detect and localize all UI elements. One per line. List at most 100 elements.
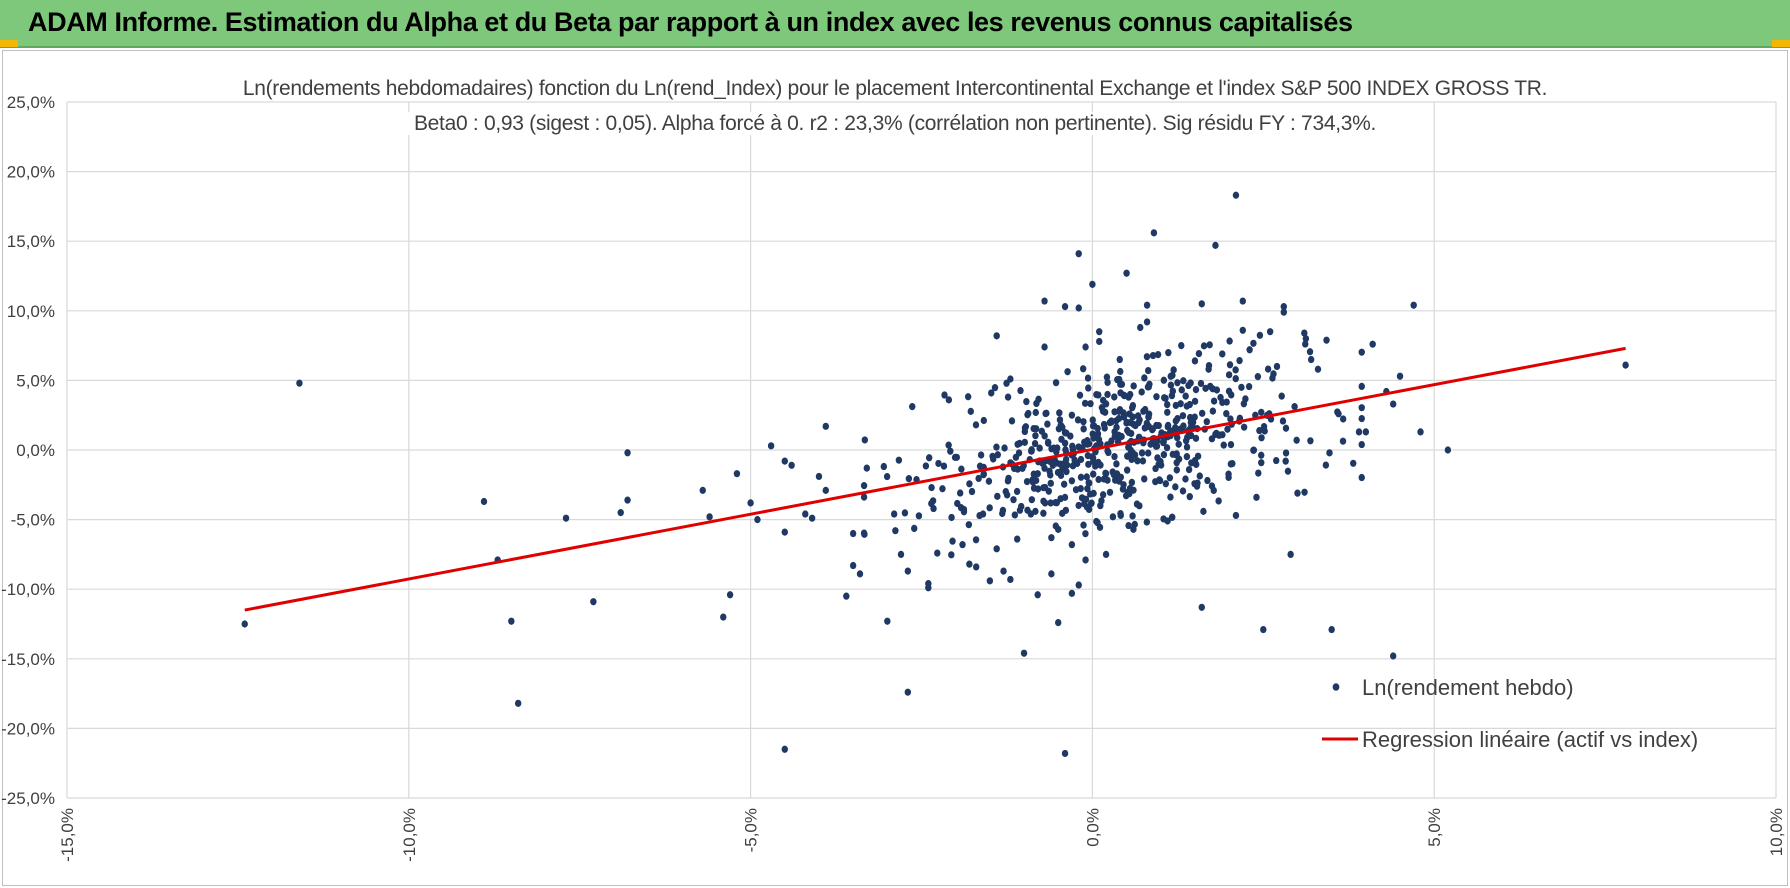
scatter-point — [1172, 483, 1179, 491]
scatter-point — [1075, 443, 1082, 451]
scatter-point — [1226, 361, 1234, 369]
scatter-point — [1016, 506, 1024, 514]
scatter-point — [1040, 509, 1047, 517]
scatter-point — [965, 521, 973, 529]
scatter-point — [1169, 387, 1177, 395]
scatter-point — [1035, 395, 1042, 403]
scatter-point — [1014, 535, 1021, 543]
chart-title: Ln(rendements hebdomadaires) fonction du… — [232, 77, 1558, 100]
scatter-point — [1154, 351, 1162, 359]
scatter-point — [1358, 473, 1365, 482]
scatter-point — [1123, 269, 1130, 277]
scatter-point — [1086, 490, 1094, 498]
scatter-point — [1085, 460, 1092, 468]
scatter-point — [1095, 475, 1102, 484]
scatter-point — [1198, 300, 1205, 308]
scatter-point — [1075, 501, 1082, 510]
scatter-point — [1183, 453, 1191, 461]
scatter-point — [994, 492, 1001, 500]
scatter-point — [977, 451, 985, 459]
scatter-point — [1116, 355, 1123, 364]
scatter-point — [1232, 375, 1239, 383]
y-tick-label: 20,0% — [7, 163, 55, 182]
scatter-point — [1096, 337, 1103, 346]
scatter-point — [1041, 464, 1048, 472]
scatter-point — [1117, 367, 1124, 376]
y-tick-label: 25,0% — [7, 93, 55, 112]
scatter-point — [1250, 446, 1257, 454]
scatter-point — [1055, 425, 1063, 433]
scatter-point — [1057, 471, 1065, 480]
y-tick-label: -25,0% — [1, 789, 55, 808]
scatter-point — [1041, 432, 1048, 440]
scatter-point — [1150, 229, 1158, 237]
scatter-point — [1323, 336, 1330, 344]
scatter-point — [1410, 301, 1417, 309]
scatter-point — [999, 506, 1007, 514]
scatter-point — [1204, 476, 1211, 485]
scatter-point — [1113, 423, 1120, 431]
scatter-point — [1023, 397, 1030, 406]
scatter-point — [1178, 342, 1185, 350]
scatter-point — [1080, 418, 1087, 426]
scatter-point — [1017, 386, 1024, 395]
scatter-point — [1048, 570, 1055, 578]
scatter-point — [1389, 400, 1397, 408]
scatter-point — [808, 514, 816, 522]
scatter-point — [1257, 451, 1265, 459]
y-tick-label: -10,0% — [1, 580, 55, 599]
scatter-point — [1239, 326, 1246, 334]
scatter-point — [1100, 420, 1108, 429]
scatter-point — [1219, 350, 1226, 358]
scatter-point — [1130, 486, 1137, 494]
scatter-point — [960, 508, 968, 516]
scatter-point — [994, 451, 1001, 459]
scatter-point — [1099, 491, 1107, 499]
scatter-point — [1168, 513, 1176, 521]
scatter-point — [1280, 303, 1288, 311]
scatter-point — [624, 449, 631, 457]
scatter-point — [1191, 357, 1199, 365]
scatter-point — [1200, 342, 1208, 350]
scatter-point — [1106, 488, 1114, 496]
scatter-point — [1025, 409, 1032, 418]
scatter-point — [1097, 502, 1104, 510]
scatter-point — [1622, 361, 1629, 369]
scatter-point — [1055, 525, 1062, 533]
scatter-point — [1082, 530, 1089, 538]
scatter-point — [1335, 410, 1342, 418]
scatter-point — [1063, 468, 1070, 476]
scatter-point — [699, 486, 706, 494]
scatter-point — [1144, 366, 1152, 375]
page-title: ADAM Informe. Estimation du Alpha et du … — [28, 7, 1353, 37]
scatter-point — [1028, 446, 1035, 454]
scatter-point — [1015, 449, 1023, 457]
scatter-point — [1225, 473, 1232, 482]
x-tick-label: 5,0% — [1425, 808, 1444, 847]
scatter-point — [1141, 475, 1148, 483]
scatter-point — [1225, 371, 1233, 379]
scatter-point — [1004, 393, 1012, 401]
scatter-point — [1245, 382, 1253, 391]
scatter-point — [849, 529, 857, 538]
scatter-point — [849, 561, 857, 570]
legend-label-regression: Regression linéaire (actif vs index) — [1362, 727, 1698, 752]
x-tick-label: 0,0% — [1083, 808, 1102, 847]
scatter-point — [863, 464, 871, 472]
scatter-point — [1260, 625, 1267, 634]
scatter-point — [1358, 415, 1365, 423]
scatter-point — [928, 483, 935, 492]
scatter-point — [904, 688, 912, 696]
scatter-point — [1250, 339, 1257, 347]
scatter-point — [1130, 525, 1137, 533]
scatter-point — [1135, 419, 1142, 427]
scatter-point — [1167, 372, 1174, 380]
scatter-point — [1157, 457, 1164, 466]
scatter-point — [1133, 500, 1141, 508]
scatter-point — [1166, 474, 1174, 482]
scatter-point — [1073, 459, 1081, 468]
scatter-point — [1264, 365, 1272, 373]
scatter-point — [1236, 356, 1243, 365]
scatter-point — [1270, 370, 1277, 378]
y-tick-label: -5,0% — [11, 511, 55, 530]
